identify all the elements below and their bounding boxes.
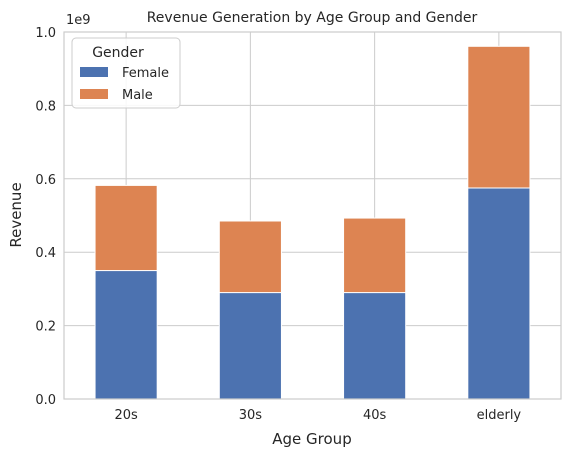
x-tick-label: 40s (363, 408, 387, 423)
x-tick-label: 30s (239, 408, 263, 423)
bar-layer (94, 45, 531, 400)
plot-frame (63, 31, 562, 400)
legend-entries: Female Male (80, 66, 169, 103)
y-tick-label: 0.4 (35, 246, 56, 261)
bar-male-elderly (467, 45, 531, 189)
tick-layer: 0.0 0.2 0.4 0.6 0.8 1.0 20s 30s 40s elderly (35, 26, 521, 423)
legend-title: Gender (92, 45, 144, 61)
y-tick-label: 0.6 (35, 173, 56, 188)
x-tick-label: 20s (114, 408, 138, 423)
bar-female-elderly (467, 187, 531, 400)
legend: Gender Female Male (71, 37, 181, 109)
frame-layer (63, 31, 562, 400)
bar-female-20s (94, 270, 158, 400)
y-tick-label: 0.8 (35, 99, 56, 114)
legend-label-female: Female (122, 66, 169, 81)
legend-label-male: Male (122, 88, 153, 103)
y-tick-label: 0.2 (35, 320, 56, 335)
legend-swatch-male (80, 89, 108, 99)
x-axis-label: Age Group (272, 430, 351, 448)
y-tick-label: 1.0 (35, 26, 56, 41)
y-axis-label: Revenue (7, 182, 25, 247)
y-offset-text: 1e9 (66, 13, 91, 28)
bar-male-30s (218, 220, 282, 294)
bar-female-30s (218, 292, 282, 400)
bar-male-20s (94, 184, 158, 272)
bar-male-40s (343, 217, 407, 294)
x-tick-label: elderly (477, 408, 522, 423)
chart-title: Revenue Generation by Age Group and Gend… (147, 10, 478, 26)
legend-swatch-female (80, 67, 108, 77)
y-tick-label: 0.0 (35, 393, 56, 408)
bar-female-40s (343, 292, 407, 400)
